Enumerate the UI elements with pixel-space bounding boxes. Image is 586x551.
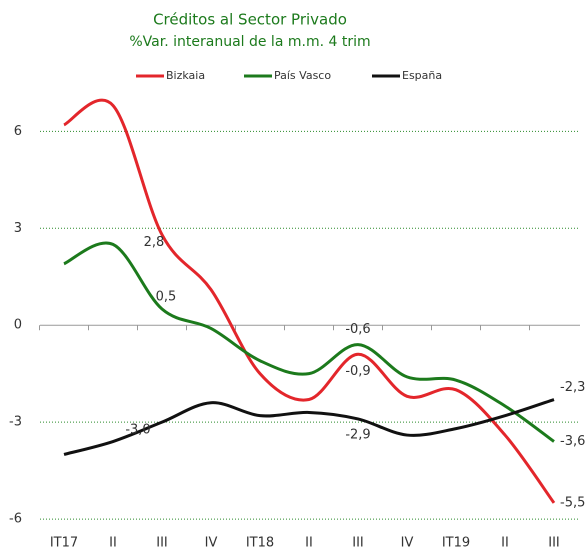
data-label: -3,6 <box>560 434 585 449</box>
y-tick-label: 3 <box>14 221 22 236</box>
x-tick-label: IT19 <box>442 536 470 551</box>
data-label: -3,0 <box>125 423 150 438</box>
data-label: 2,8 <box>144 235 165 250</box>
x-tick-label: IT17 <box>50 536 78 551</box>
x-tick-label: II <box>501 536 509 551</box>
x-tick-label: IV <box>205 536 218 551</box>
x-tick-label: IV <box>401 536 414 551</box>
series-line <box>63 398 555 456</box>
x-tick-label: III <box>352 536 364 551</box>
chart-subtitle: %Var. interanual de la m.m. 4 trim <box>129 34 370 50</box>
x-tick-label: III <box>156 536 168 551</box>
y-tick-label: 6 <box>14 124 22 139</box>
x-tick-label: III <box>548 536 560 551</box>
legend-label: País Vasco <box>274 69 331 82</box>
legend-label: Bizkaia <box>166 69 205 82</box>
x-tick-label: IT18 <box>246 536 274 551</box>
series-line <box>63 241 555 443</box>
legend-label: España <box>402 69 442 82</box>
y-tick-label: -3 <box>9 415 22 430</box>
chart-title: Créditos al Sector Privado <box>153 11 347 29</box>
data-label: -0,6 <box>345 322 370 337</box>
y-tick-label: -6 <box>9 512 22 527</box>
data-label: -2,3 <box>560 380 585 395</box>
data-label: 0,5 <box>156 290 177 305</box>
data-label: -2,9 <box>345 427 370 442</box>
y-tick-label: 0 <box>14 318 22 333</box>
x-tick-label: II <box>109 536 117 551</box>
data-label: -0,9 <box>345 364 370 379</box>
x-tick-label: II <box>305 536 313 551</box>
series-line <box>63 98 556 504</box>
data-label: -5,5 <box>560 495 585 510</box>
